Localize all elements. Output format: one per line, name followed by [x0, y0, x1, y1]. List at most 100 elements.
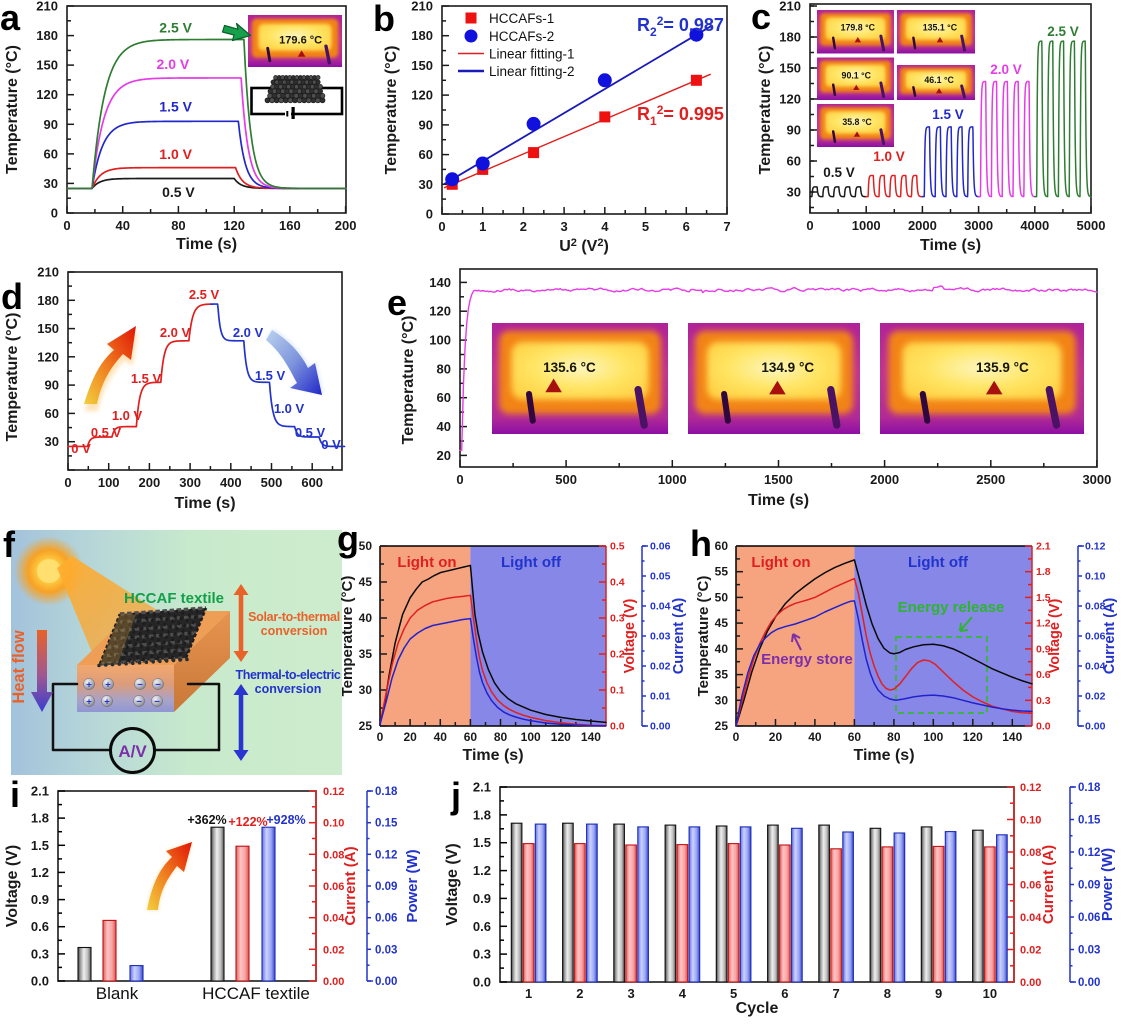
svg-text:0.09: 0.09	[375, 881, 397, 893]
svg-text:Temperature (°C): Temperature (°C)	[695, 576, 712, 697]
svg-text:55: 55	[715, 565, 729, 579]
svg-text:120: 120	[411, 88, 433, 103]
svg-text:d: d	[1, 276, 23, 317]
svg-text:1.5: 1.5	[31, 838, 49, 853]
svg-text:Current (A): Current (A)	[1040, 845, 1057, 924]
svg-text:0.03: 0.03	[1078, 945, 1100, 957]
svg-text:0.01: 0.01	[650, 691, 671, 703]
svg-text:1000: 1000	[658, 472, 687, 487]
svg-text:1.5 V: 1.5 V	[159, 98, 192, 114]
svg-text:40: 40	[359, 611, 373, 625]
svg-text:0.00: 0.00	[1078, 977, 1100, 989]
svg-text:179.6 °C: 179.6 °C	[279, 34, 322, 46]
svg-text:0: 0	[426, 207, 433, 222]
svg-text:5: 5	[642, 219, 649, 234]
svg-text:0.3: 0.3	[1036, 695, 1051, 707]
svg-text:120: 120	[429, 304, 451, 319]
svg-text:R22= 0.987: R22= 0.987	[637, 14, 724, 39]
svg-text:1.8: 1.8	[31, 811, 49, 826]
svg-text:2.5 V: 2.5 V	[1047, 24, 1079, 39]
svg-text:120: 120	[223, 218, 245, 233]
svg-text:a: a	[0, 0, 21, 38]
svg-text:Solar-to-thermal: Solar-to-thermal	[248, 610, 340, 624]
svg-text:2.5 V: 2.5 V	[159, 20, 192, 36]
svg-text:0.04: 0.04	[323, 913, 345, 925]
svg-text:0 V: 0 V	[321, 437, 341, 452]
svg-text:60: 60	[419, 147, 433, 162]
svg-text:35.8 °C: 35.8 °C	[842, 117, 872, 127]
svg-text:0.3: 0.3	[610, 613, 625, 625]
svg-text:Temperature (°C): Temperature (°C)	[4, 45, 21, 174]
svg-text:Voltage (V): Voltage (V)	[1047, 599, 1063, 674]
svg-text:400: 400	[220, 475, 242, 490]
svg-text:Time (s): Time (s)	[748, 492, 809, 509]
svg-text:Time (s): Time (s)	[174, 495, 235, 512]
svg-text:2000: 2000	[908, 218, 937, 233]
svg-text:Temperature (°C): Temperature (°C)	[4, 313, 21, 442]
svg-text:1.5: 1.5	[1036, 592, 1051, 604]
svg-text:500: 500	[555, 472, 577, 487]
svg-text:0.06: 0.06	[1020, 880, 1041, 892]
svg-text:0.4: 0.4	[610, 577, 625, 589]
svg-text:60: 60	[464, 730, 478, 744]
svg-text:0.03: 0.03	[375, 944, 397, 956]
svg-text:g: g	[337, 518, 359, 559]
svg-text:1: 1	[525, 986, 532, 1001]
svg-text:9: 9	[935, 986, 942, 1001]
svg-text:0 V: 0 V	[71, 441, 91, 456]
svg-text:Time (s): Time (s)	[176, 236, 237, 253]
svg-text:Time (s): Time (s)	[920, 237, 981, 254]
svg-text:Linear fitting-2: Linear fitting-2	[489, 64, 575, 79]
svg-text:1.0 V: 1.0 V	[159, 146, 192, 162]
svg-text:0.15: 0.15	[1078, 815, 1101, 827]
svg-text:0.9: 0.9	[31, 892, 49, 907]
svg-text:0: 0	[377, 730, 384, 744]
svg-text:+928%: +928%	[266, 813, 305, 827]
svg-text:20: 20	[403, 730, 417, 744]
svg-text:7: 7	[723, 219, 730, 234]
svg-text:0.06: 0.06	[1085, 631, 1106, 643]
svg-text:30: 30	[359, 683, 373, 697]
svg-text:Energy release: Energy release	[898, 599, 1005, 616]
svg-text:1.5 V: 1.5 V	[932, 107, 964, 122]
svg-text:100: 100	[98, 475, 120, 490]
svg-text:Time (s): Time (s)	[462, 747, 523, 764]
svg-text:0.12: 0.12	[1085, 541, 1106, 553]
svg-text:6: 6	[781, 986, 788, 1001]
svg-text:0.0: 0.0	[473, 975, 491, 990]
svg-text:600: 600	[301, 475, 323, 490]
svg-text:Power (W): Power (W)	[404, 849, 421, 922]
svg-text:1000: 1000	[852, 218, 881, 233]
svg-text:500: 500	[261, 475, 283, 490]
svg-text:1.8: 1.8	[1036, 566, 1051, 578]
svg-text:5: 5	[730, 986, 737, 1001]
svg-text:1500: 1500	[764, 472, 793, 487]
svg-text:0.06: 0.06	[650, 541, 671, 553]
svg-text:80: 80	[171, 218, 185, 233]
svg-text:0: 0	[63, 218, 70, 233]
svg-text:0.18: 0.18	[1078, 782, 1101, 794]
svg-text:0.6: 0.6	[1036, 669, 1051, 681]
svg-text:1.0 V: 1.0 V	[112, 408, 143, 423]
svg-text:0.5 V: 0.5 V	[823, 165, 855, 180]
svg-text:1.5 V: 1.5 V	[255, 368, 286, 383]
svg-text:Linear fitting-1: Linear fitting-1	[489, 47, 575, 62]
svg-text:8: 8	[884, 986, 891, 1001]
svg-text:HCCAFs-1: HCCAFs-1	[489, 11, 554, 26]
svg-text:j: j	[450, 775, 461, 816]
svg-text:0.04: 0.04	[1020, 912, 1042, 924]
svg-text:20: 20	[437, 448, 451, 463]
svg-text:0.00: 0.00	[323, 976, 344, 988]
svg-text:2.1: 2.1	[1036, 541, 1051, 553]
svg-text:Current (A): Current (A)	[342, 846, 359, 925]
svg-text:0.2: 0.2	[610, 649, 625, 661]
svg-text:0.15: 0.15	[375, 818, 398, 830]
svg-text:90: 90	[787, 123, 801, 138]
svg-text:200: 200	[139, 475, 161, 490]
svg-text:1: 1	[479, 219, 486, 234]
svg-text:20: 20	[769, 730, 783, 744]
svg-text:35: 35	[359, 647, 373, 661]
svg-text:210: 210	[36, 0, 58, 14]
svg-text:0: 0	[438, 219, 445, 234]
svg-text:2500: 2500	[976, 472, 1005, 487]
